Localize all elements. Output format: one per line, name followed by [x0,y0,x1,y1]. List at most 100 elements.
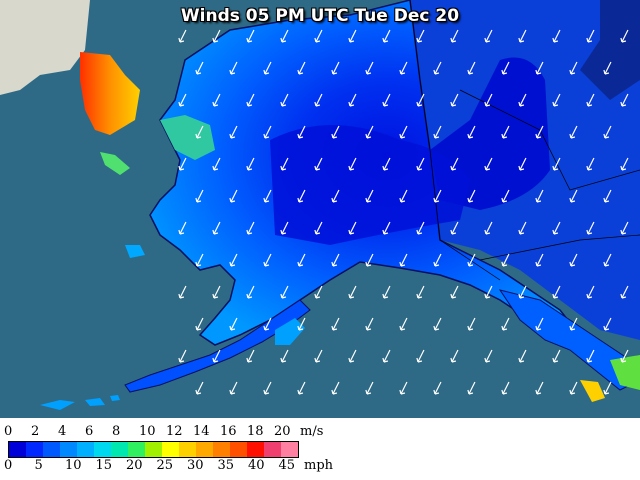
color-swatch [9,442,26,457]
wind-arrow [246,285,255,299]
wind-arrow [586,29,595,43]
wind-arrow [331,61,340,75]
wind-arrow [620,285,629,299]
wind-arrow [569,189,578,203]
nunivak-island [125,245,145,258]
wind-arrow [246,221,255,235]
wind-arrow [535,381,544,395]
wind-arrow [212,349,221,363]
wind-arrow [416,29,425,43]
wind-arrow [416,221,425,235]
wind-arrow [433,189,442,203]
wind-arrow [348,93,357,107]
wind-arrow [195,189,204,203]
ms-unit-label: m/s [300,424,324,439]
wind-arrow [399,125,408,139]
color-swatch [213,442,230,457]
seward-peninsula [160,115,215,160]
wind-arrow [501,125,510,139]
wind-arrow [399,189,408,203]
wind-arrow [450,93,459,107]
color-swatch [264,442,281,457]
wind-arrow [535,317,544,331]
mph-unit-label: mph [304,458,334,473]
wind-arrow [535,253,544,267]
wind-arrow [314,29,323,43]
wind-arrow [263,317,272,331]
color-swatch [145,442,162,457]
wind-arrow [382,29,391,43]
wind-arrow [450,221,459,235]
color-swatch [43,442,60,457]
wind-arrow [569,381,578,395]
wind-arrow [365,253,374,267]
wind-arrow [314,157,323,171]
wind-arrow [484,349,493,363]
wind-arrow [620,157,629,171]
wind-arrow [450,349,459,363]
st-lawrence-island [100,152,130,175]
wind-arrow [518,93,527,107]
wind-arrow [518,285,527,299]
wind-arrow [399,61,408,75]
wind-arrow [365,381,374,395]
mph-tick-label: 10 [65,458,82,473]
mph-tick-label: 0 [4,458,13,473]
wind-arrow [603,125,612,139]
color-swatch [281,442,298,457]
mph-tick-label: 30 [187,458,204,473]
wind-arrow [416,285,425,299]
wind-arrow [314,349,323,363]
wind-arrow [552,221,561,235]
northwest-coast [580,0,640,100]
wind-arrow [229,61,238,75]
wind-arrow [229,381,238,395]
wind-arrow [450,285,459,299]
color-swatch [111,442,128,457]
color-swatch [196,442,213,457]
wind-arrow [620,349,629,363]
wind-arrow [195,253,204,267]
wind-arrow [280,221,289,235]
wind-arrow [484,285,493,299]
wind-arrow [467,381,476,395]
wind-arrow [331,253,340,267]
color-swatch [128,442,145,457]
color-swatch [77,442,94,457]
wind-arrow [586,157,595,171]
wind-arrow [297,317,306,331]
wind-arrow [246,93,255,107]
wind-arrow [331,189,340,203]
wind-arrow [450,157,459,171]
wind-arrow [552,93,561,107]
wind-arrow [212,285,221,299]
kodiak-island [275,318,305,345]
wind-arrow [195,125,204,139]
wind-arrow [433,61,442,75]
color-swatch [60,442,77,457]
wind-arrow [382,221,391,235]
wind-arrow [484,29,493,43]
bc-border [479,234,640,261]
wind-arrow [620,93,629,107]
wind-arrow [569,317,578,331]
wind-arrow [535,61,544,75]
wind-arrow [552,285,561,299]
wind-arrow [484,221,493,235]
wind-arrow [416,93,425,107]
ms-tick-label: 8 [112,424,121,439]
wind-arrow [552,349,561,363]
alaska-peninsula [124,299,311,393]
wind-arrow [331,381,340,395]
wind-arrow [263,61,272,75]
ms-tick-label: 4 [58,424,67,439]
wind-arrow [212,29,221,43]
aleutian-islands [40,395,120,410]
wind-arrow [195,317,204,331]
wind-arrow [399,381,408,395]
wind-arrow [467,317,476,331]
mph-tick-label: 15 [95,458,113,473]
ms-tick-label: 6 [85,424,94,439]
wind-arrow [263,189,272,203]
wind-arrow [586,349,595,363]
